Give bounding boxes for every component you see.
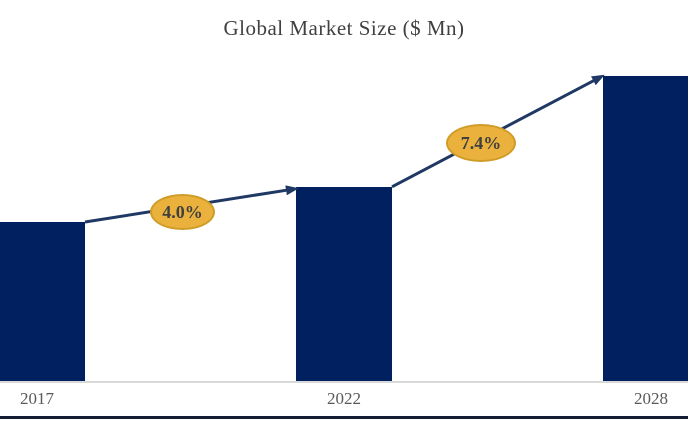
- x-axis-line: [0, 381, 688, 383]
- growth-badge-label: 7.4%: [460, 132, 502, 153]
- bar-2022: [296, 186, 392, 382]
- growth-badge-2017-2022: 4.0%: [150, 194, 215, 230]
- x-tick-label-2017: 2017: [20, 389, 54, 408]
- x-tick-label-2028: 2028: [634, 389, 668, 408]
- bar-2028: [603, 76, 688, 382]
- growth-badge-2022-2028: 7.4%: [446, 124, 516, 162]
- bar-2017: [0, 222, 85, 382]
- chart-title: Global Market Size ($ Mn): [223, 16, 465, 40]
- growth-badge-label: 4.0%: [162, 201, 203, 222]
- bottom-border: [0, 416, 688, 419]
- x-tick-label-2022: 2022: [327, 389, 361, 408]
